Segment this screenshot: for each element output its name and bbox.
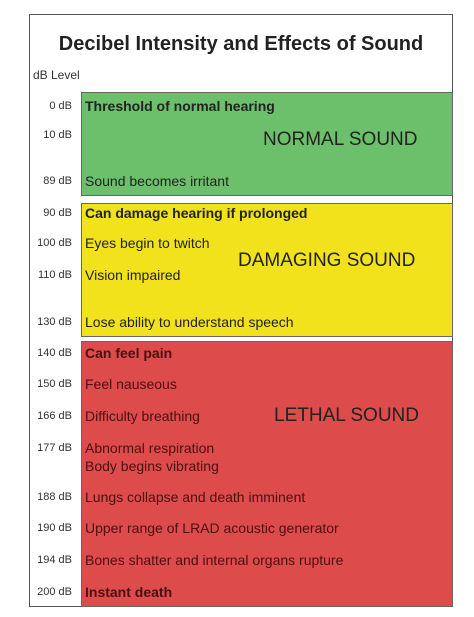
db-level: 190 dB: [37, 522, 72, 534]
db-level: 10 dB: [43, 129, 72, 141]
db-level: 188 dB: [37, 491, 72, 503]
db-level: 89 dB: [43, 175, 72, 187]
db-level: 140 dB: [37, 347, 72, 359]
effect-text: Can feel pain: [85, 345, 173, 361]
effect-text: Lungs collapse and death imminent: [85, 489, 306, 505]
effect-text: Instant death: [85, 584, 173, 600]
db-level: 194 dB: [37, 554, 72, 566]
effect-text: Vision impaired: [85, 267, 181, 283]
damaging-sound-zone: [81, 203, 453, 337]
effect-text: Difficulty breathing: [85, 408, 200, 424]
effect-text: Can damage hearing if prolonged: [85, 205, 308, 221]
db-level-header: dB Level: [33, 68, 80, 82]
effect-text: Bones shatter and internal organs ruptur…: [85, 552, 344, 568]
normal-sound-zone: [81, 92, 453, 196]
effect-text: Sound becomes irritant: [85, 173, 229, 189]
effect-text: Upper range of LRAD acoustic generator: [85, 520, 339, 536]
page-title: Decibel Intensity and Effects of Sound: [58, 33, 424, 55]
db-level: 177 dB: [37, 442, 72, 454]
effect-text: Eyes begin to twitch: [85, 235, 210, 251]
lethal-sound-zone: [81, 341, 453, 607]
normal-sound-label: NORMAL SOUND: [263, 129, 418, 150]
db-level: 150 dB: [37, 378, 72, 390]
db-level: 110 dB: [37, 269, 72, 281]
effect-text: Feel nauseous: [85, 376, 177, 392]
damaging-sound-label: DAMAGING SOUND: [238, 250, 416, 271]
effect-text: Threshold of normal hearing: [85, 98, 275, 114]
db-level: 166 dB: [37, 410, 72, 422]
effect-text: Body begins vibrating: [85, 458, 219, 474]
lethal-sound-label: LETHAL SOUND: [274, 405, 419, 426]
db-level: 100 dB: [37, 237, 72, 249]
db-level: 130 dB: [37, 316, 72, 328]
effect-text: Lose ability to understand speech: [85, 314, 294, 330]
db-level: 0 dB: [49, 100, 72, 112]
db-level: 200 dB: [37, 586, 72, 598]
effect-text: Abnormal respiration: [85, 440, 215, 456]
db-level: 90 dB: [43, 207, 72, 219]
